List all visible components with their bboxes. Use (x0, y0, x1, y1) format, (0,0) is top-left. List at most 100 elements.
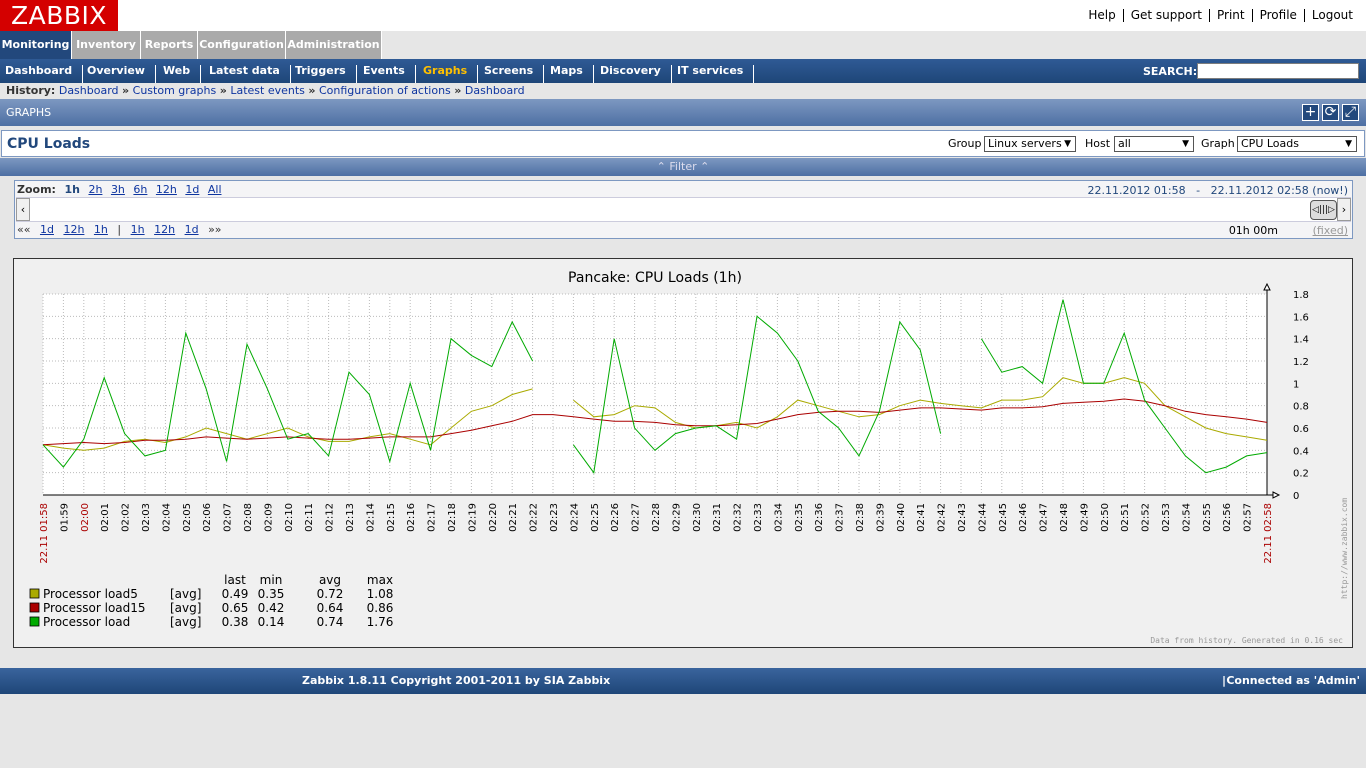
history-link-dashboard-2[interactable]: Dashboard (464, 84, 525, 97)
sub-menu-maps[interactable]: Maps (550, 65, 594, 89)
x-tick-label: 02:08 (243, 503, 254, 532)
x-tick-label: 02:51 (1120, 503, 1131, 532)
zoom-3h[interactable]: 3h (110, 183, 125, 196)
sub-menu-dashboard[interactable]: Dashboard (5, 65, 84, 89)
watermark: http://www.zabbix.com (1340, 498, 1349, 599)
host-select[interactable]: all ▼ (1114, 136, 1194, 152)
host-label: Host (1085, 137, 1111, 150)
sub-menu-web[interactable]: Web (163, 65, 202, 89)
date-to[interactable]: 22.11.2012 02:58 (now!) (1210, 184, 1348, 197)
zabbix-logo[interactable]: ZABBIX (0, 0, 118, 31)
scroll-left-icon[interactable]: ‹ (16, 198, 30, 221)
zoom-1h[interactable]: 1h (64, 183, 80, 196)
nav-fwd-1d[interactable]: 1d (184, 223, 199, 236)
group-select-value: Linux servers (988, 137, 1062, 150)
x-tick-label: 02:34 (773, 503, 784, 532)
get-support-link[interactable]: Get support (1122, 9, 1209, 22)
legend-type: [avg] (170, 615, 201, 629)
period-value: 01h 00m (1228, 224, 1278, 237)
main-menu-monitoring[interactable]: Monitoring (0, 31, 72, 59)
nav-back-12h[interactable]: 12h (63, 223, 85, 236)
nav-back-all[interactable]: «« (17, 223, 31, 236)
sub-menu-triggers[interactable]: Triggers (295, 65, 357, 89)
sub-menu-discovery[interactable]: Discovery (600, 65, 672, 89)
x-tick-label: 02:15 (386, 503, 397, 532)
filter-toggle[interactable]: ⌃ Filter ⌃ (0, 158, 1366, 176)
fixed-toggle[interactable]: (fixed) (1312, 224, 1348, 237)
zoom-all[interactable]: All (207, 183, 222, 196)
sub-menu-graphs[interactable]: Graphs (423, 65, 479, 89)
zoom-6h[interactable]: 6h (133, 183, 148, 196)
nav-back-1h[interactable]: 1h (93, 223, 108, 236)
logout-link[interactable]: Logout (1303, 9, 1360, 22)
nav-fwd-12h[interactable]: 12h (154, 223, 176, 236)
y-tick-label: 1.8 (1293, 290, 1309, 301)
legend-max: 1.76 (367, 615, 394, 629)
x-tick-label: 02:33 (753, 503, 764, 532)
zoom-row: Zoom: 1h 2h 3h 6h 12h 1d All (17, 183, 227, 196)
main-menu: Monitoring Inventory Reports Configurati… (0, 31, 1366, 59)
x-tick-label: 02:49 (1079, 503, 1090, 532)
sub-menu-it-services[interactable]: IT services (677, 65, 755, 89)
sub-menu-events[interactable]: Events (363, 65, 416, 89)
x-tick-label: 02:04 (161, 503, 172, 532)
legend-last: 0.65 (222, 601, 249, 615)
legend-swatch-icon (29, 602, 40, 613)
legend-last: 0.38 (222, 615, 249, 629)
date-from[interactable]: 22.11.2012 01:58 (1087, 184, 1186, 197)
section-header: GRAPHS + ⟳ ⤢ (0, 99, 1366, 126)
sub-menu-latest-data[interactable]: Latest data (209, 65, 291, 89)
cpu-loads-chart: Pancake: CPU Loads (1h) 0 0.2 0.4 0.6 0.8 1 1.2… (29, 270, 1349, 645)
nav-back-1d[interactable]: 1d (39, 223, 54, 236)
x-tick-label: 02:53 (1161, 503, 1172, 532)
legend-header: last (224, 573, 246, 587)
title-bar: CPU Loads Group Linux servers ▼ Host all ▼… (1, 130, 1365, 157)
nav-fwd-1h[interactable]: 1h (130, 223, 145, 236)
zoom-1d[interactable]: 1d (185, 183, 200, 196)
y-tick-label: 1 (1293, 379, 1299, 390)
refresh-icon[interactable]: ⟳ (1322, 104, 1339, 121)
sub-menu-screens[interactable]: Screens (484, 65, 545, 89)
history-link-configuration-of-actions[interactable]: Configuration of actions (319, 84, 451, 97)
fullscreen-icon[interactable]: ⤢ (1342, 104, 1359, 121)
profile-link[interactable]: Profile (1251, 9, 1304, 22)
zoom-2h[interactable]: 2h (88, 183, 103, 196)
graph-label: Graph (1201, 137, 1235, 150)
help-link[interactable]: Help (1088, 8, 1116, 22)
main-menu-reports[interactable]: Reports (141, 31, 198, 59)
print-link[interactable]: Print (1208, 9, 1252, 22)
x-tick-label: 02:16 (406, 503, 417, 532)
legend-min: 0.35 (258, 587, 285, 601)
legend-max: 0.86 (367, 601, 394, 615)
x-tick-label: 02:36 (814, 503, 825, 532)
zoom-12h[interactable]: 12h (155, 183, 177, 196)
main-menu-inventory[interactable]: Inventory (72, 31, 141, 59)
history-link-dashboard[interactable]: Dashboard (58, 84, 119, 97)
legend-avg: 0.74 (317, 615, 344, 629)
group-select[interactable]: Linux servers ▼ (984, 136, 1076, 152)
legend-header: min (260, 573, 283, 587)
main-menu-configuration[interactable]: Configuration (198, 31, 286, 59)
add-to-favourites-icon[interactable]: + (1302, 104, 1319, 121)
chart-title: Pancake: CPU Loads (1h) (568, 270, 742, 286)
x-tick-label: 02:35 (794, 503, 805, 532)
timeline-scrollbar[interactable]: ‹ ◁|||▷ › (16, 197, 1351, 222)
x-tick-label: 02:41 (916, 503, 927, 532)
search-input[interactable] (1197, 63, 1359, 79)
history-link-latest-events[interactable]: Latest events (230, 84, 305, 97)
series-line-3 (42, 299, 1268, 474)
nav-fwd-all[interactable]: »» (208, 223, 222, 236)
scroll-thumb-handle[interactable]: ◁|||▷ (1310, 200, 1337, 220)
x-tick-label: 02:32 (733, 503, 744, 532)
main-menu-administration[interactable]: Administration (286, 31, 382, 59)
history-label: History: (6, 84, 56, 97)
sub-menu-overview[interactable]: Overview (87, 65, 156, 89)
graph-select[interactable]: CPU Loads ▼ (1237, 136, 1357, 152)
x-tick-label: 02:10 (284, 503, 295, 532)
x-tick-label: 02:39 (875, 503, 886, 532)
scroll-right-icon[interactable]: › (1337, 198, 1351, 221)
history-link-custom-graphs[interactable]: Custom graphs (132, 84, 217, 97)
x-tick-label: 02:14 (365, 503, 376, 532)
x-tick-label: 02:28 (651, 503, 662, 532)
x-tick-label: 02:07 (223, 503, 234, 532)
